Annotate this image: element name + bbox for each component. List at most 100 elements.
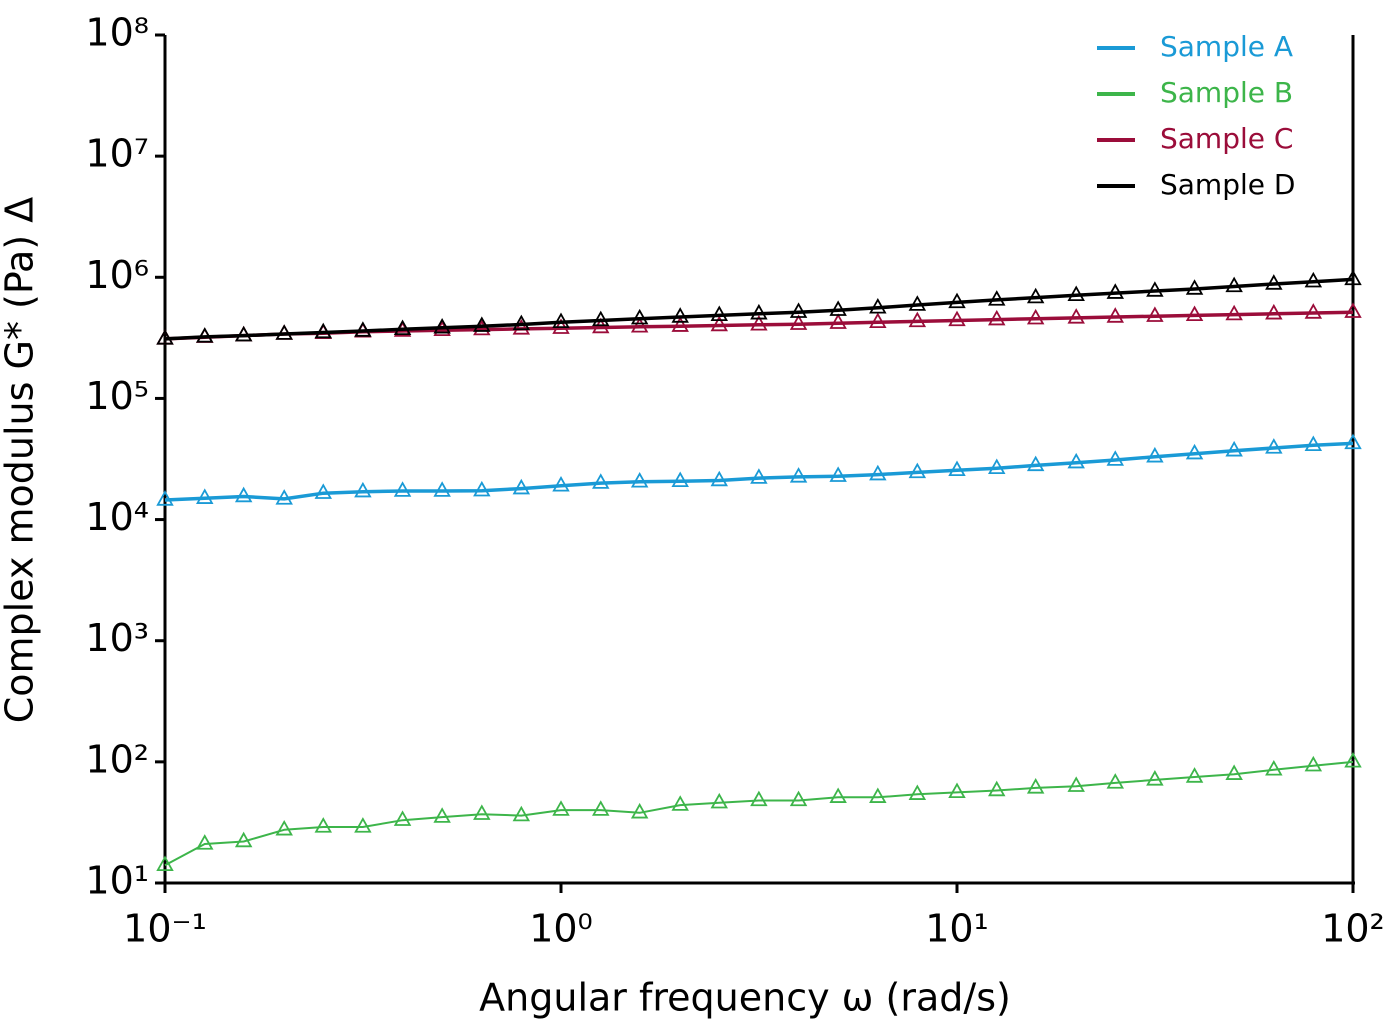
marker <box>314 483 333 499</box>
marker <box>393 481 412 497</box>
marker <box>1026 455 1045 472</box>
marker <box>908 311 927 328</box>
marker <box>829 300 847 316</box>
marker <box>1225 764 1243 780</box>
marker <box>1304 435 1323 452</box>
marker <box>314 322 333 339</box>
marker <box>829 787 847 803</box>
marker <box>512 478 531 495</box>
marker <box>789 314 808 330</box>
legend-label: Sample B <box>1160 76 1293 109</box>
x-tick-label: 10¹ <box>925 907 989 951</box>
marker <box>433 481 451 497</box>
marker <box>234 831 253 848</box>
marker <box>750 303 768 320</box>
marker <box>710 305 729 322</box>
marker <box>393 319 412 336</box>
marker <box>473 804 491 820</box>
marker <box>1146 770 1164 786</box>
marker <box>1185 443 1204 460</box>
marker <box>1067 776 1085 792</box>
marker <box>433 807 451 823</box>
marker <box>988 290 1006 306</box>
marker <box>869 464 887 481</box>
y-tick-label: 10⁸ <box>85 11 149 55</box>
marker <box>710 315 729 332</box>
marker <box>1225 304 1243 321</box>
marker <box>908 295 927 311</box>
marker <box>1344 269 1362 286</box>
marker <box>1106 283 1125 299</box>
marker <box>512 319 531 335</box>
marker <box>908 462 927 479</box>
y-tick-label: 10⁵ <box>85 374 149 418</box>
marker <box>592 473 610 489</box>
y-tick-label: 10⁶ <box>85 253 149 297</box>
marker <box>1185 305 1204 322</box>
marker <box>512 805 531 822</box>
marker <box>710 470 729 487</box>
marker <box>750 468 768 484</box>
series-line <box>164 277 1354 341</box>
series-line <box>164 760 1354 867</box>
marker <box>630 471 649 488</box>
x-tick-label: 10⁻¹ <box>123 907 207 951</box>
marker <box>829 466 847 482</box>
marker <box>630 308 649 325</box>
marker <box>196 327 214 343</box>
marker <box>1225 276 1243 293</box>
marker <box>789 790 808 807</box>
marker <box>552 475 570 492</box>
marker <box>1146 281 1164 297</box>
marker <box>275 819 293 836</box>
marker <box>1067 452 1085 469</box>
marker <box>671 471 689 487</box>
marker <box>1225 440 1243 457</box>
marker <box>156 490 174 506</box>
marker <box>1265 303 1283 320</box>
marker <box>1304 303 1323 319</box>
marker <box>234 325 253 342</box>
y-tick-label: 10⁴ <box>85 495 149 539</box>
marker <box>1106 450 1125 466</box>
y-tick-label: 10¹ <box>85 859 149 903</box>
marker <box>314 817 333 833</box>
marker <box>988 780 1006 797</box>
marker <box>592 800 610 816</box>
marker <box>473 480 491 497</box>
marker <box>671 307 689 323</box>
marker <box>196 488 214 504</box>
marker <box>354 481 372 498</box>
marker <box>196 834 214 850</box>
marker <box>1344 433 1362 450</box>
series-line <box>164 441 1354 502</box>
marker <box>1067 308 1085 324</box>
marker <box>1026 308 1045 325</box>
marker <box>1026 287 1045 304</box>
marker <box>1146 306 1164 322</box>
marker <box>1185 767 1204 783</box>
marker <box>275 324 293 340</box>
marker <box>750 315 768 331</box>
marker <box>1304 271 1323 288</box>
x-tick-label: 10⁰ <box>529 907 593 951</box>
marker <box>630 316 649 333</box>
marker <box>1146 446 1164 463</box>
marker <box>789 302 808 318</box>
marker <box>789 467 808 483</box>
marker <box>1026 778 1045 794</box>
marker <box>1106 307 1125 323</box>
y-tick-label: 10³ <box>85 616 149 660</box>
marker <box>354 817 372 833</box>
y-tick-label: 10² <box>85 737 149 781</box>
marker <box>1185 279 1204 295</box>
marker <box>1265 274 1283 290</box>
marker <box>275 489 293 505</box>
marker <box>869 312 887 329</box>
marker <box>988 309 1006 326</box>
marker <box>156 855 174 871</box>
marker <box>552 800 570 816</box>
marker <box>948 782 966 799</box>
marker <box>948 460 966 477</box>
marker <box>1344 302 1362 318</box>
